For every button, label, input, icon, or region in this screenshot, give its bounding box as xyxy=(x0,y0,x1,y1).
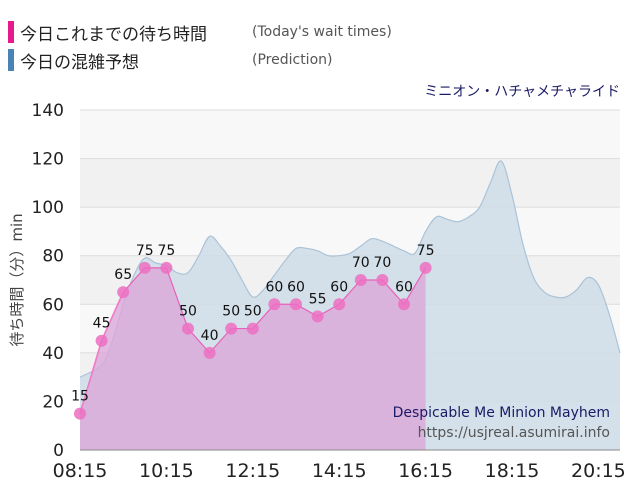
data-label: 55 xyxy=(309,291,327,307)
y-tick-label: 120 xyxy=(32,150,64,170)
legend-sub-today: (Today's wait times) xyxy=(252,24,392,40)
data-point xyxy=(160,261,173,274)
y-tick-label: 60 xyxy=(42,295,64,315)
data-label: 70 xyxy=(373,255,391,271)
data-point xyxy=(333,298,346,311)
legend-label-prediction: 今日の混雑予想 xyxy=(20,52,139,73)
y-axis-label: 待ち時間（分）min xyxy=(8,213,26,346)
data-label: 60 xyxy=(265,279,283,295)
x-tick-label: 12:15 xyxy=(225,460,280,482)
data-label: 60 xyxy=(287,279,305,295)
x-tick-label: 20:15 xyxy=(571,460,626,482)
legend-item-prediction: 今日の混雑予想 (Prediction) xyxy=(8,48,333,73)
data-label: 75 xyxy=(157,243,175,259)
legend-swatch-today xyxy=(8,21,14,43)
data-point xyxy=(225,322,238,335)
data-label: 50 xyxy=(244,304,262,320)
x-tick-label: 08:15 xyxy=(53,460,108,482)
y-tick-label: 0 xyxy=(53,441,64,461)
today-area xyxy=(80,267,426,450)
data-point xyxy=(398,298,410,311)
x-tick-label: 16:15 xyxy=(398,460,453,482)
legend-label-today: 今日これまでの待ち時間 xyxy=(20,24,207,45)
data-label: 70 xyxy=(352,255,370,271)
y-tick-label: 40 xyxy=(42,344,64,364)
data-point xyxy=(95,334,108,347)
ride-name-en: Despicable Me Minion Mayhem xyxy=(393,405,610,421)
data-label: 75 xyxy=(417,243,435,259)
plot-band xyxy=(80,110,620,159)
data-label: 60 xyxy=(395,279,413,295)
data-label: 50 xyxy=(222,304,240,320)
legend-swatch-prediction xyxy=(8,49,14,71)
attraction-name-jp: ミニオン・ハチャメチャライド xyxy=(424,84,620,100)
data-point xyxy=(419,261,432,274)
data-label: 15 xyxy=(71,389,89,405)
x-tick-label: 10:15 xyxy=(139,460,194,482)
x-tick-label: 18:15 xyxy=(485,460,540,482)
data-point xyxy=(182,322,194,335)
source-url: https://usjreal.asumirai.info xyxy=(418,425,610,441)
data-label: 60 xyxy=(330,279,348,295)
data-label: 45 xyxy=(93,316,111,332)
data-point xyxy=(117,286,130,299)
data-point xyxy=(138,261,151,274)
data-label: 50 xyxy=(179,304,197,320)
legend-item-today: 今日これまでの待ち時間 (Today's wait times) xyxy=(8,20,392,45)
data-point xyxy=(246,322,259,335)
data-point xyxy=(354,274,367,286)
data-point xyxy=(203,346,216,359)
data-label: 65 xyxy=(114,267,132,283)
x-tick-label: 14:15 xyxy=(312,460,367,482)
data-point xyxy=(74,407,86,420)
data-point xyxy=(290,298,302,311)
data-point xyxy=(376,274,389,286)
prediction-line xyxy=(79,160,621,378)
y-tick-label: 100 xyxy=(32,198,64,218)
data-label: 40 xyxy=(201,328,219,344)
plot-band xyxy=(80,207,620,256)
data-point xyxy=(311,310,324,323)
y-tick-label: 140 xyxy=(32,101,64,121)
y-tick-label: 20 xyxy=(42,392,64,412)
y-tick-label: 80 xyxy=(42,247,64,267)
data-label: 75 xyxy=(136,243,154,259)
data-point xyxy=(268,298,281,311)
plot-band xyxy=(80,158,620,208)
legend-sub-prediction: (Prediction) xyxy=(252,52,333,68)
